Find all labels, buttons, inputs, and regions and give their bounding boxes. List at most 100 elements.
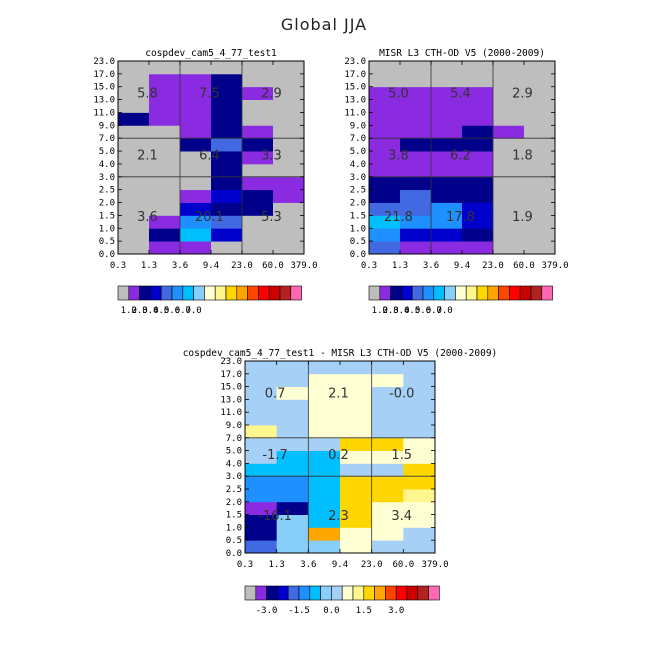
heatmap-cell [211,151,243,165]
heatmap-cell [369,241,401,255]
heatmap-cell [273,241,305,255]
heatmap-cell [118,138,150,152]
heatmap-cell [493,61,525,75]
x-tick-label: 0.3 [110,261,126,271]
region-value-label: 21.8 [384,210,413,225]
heatmap-cell [400,202,432,216]
colorbar-box [465,285,478,301]
heatmap-cell [242,189,274,203]
heatmap-cell [308,399,341,413]
heatmap-cell [242,241,274,255]
heatmap-cell [493,189,525,203]
heatmap-cell [273,202,305,216]
heatmap-cell [273,61,305,75]
x-tick-label: 9.4 [454,261,470,271]
heatmap-cell [524,99,556,113]
heatmap-cell [245,361,278,375]
heatmap-cell [431,86,463,100]
region-value-label: 2.1 [328,386,349,401]
heatmap-cell [340,450,373,464]
heatmap-cell [371,527,404,541]
y-tick-label: 1.0 [226,523,242,533]
heatmap-cell [149,228,181,242]
heatmap-cell [180,215,212,229]
heatmap-cell [493,176,525,191]
colorbar-box [171,285,184,301]
heatmap-cell [242,202,274,216]
heatmap-cell [245,450,278,464]
heatmap-cell [524,151,556,165]
heatmap-cell [403,373,436,387]
heatmap-cell [493,163,525,178]
heatmap-cell [524,138,556,152]
region-value-label: 1.5 [391,448,412,463]
heatmap-cell [242,73,274,88]
heatmap-cell [149,86,181,100]
heatmap-cell [245,501,278,515]
heatmap-cell [273,228,305,242]
heatmap-cell [462,215,494,229]
x-tick-label: 60.0 [262,261,284,271]
heatmap-cell [431,215,463,229]
heatmap-cell [118,125,150,139]
y-tick-label: 3.0 [226,472,242,482]
colorbar-box [417,585,429,601]
y-tick-label: 17.0 [220,370,242,380]
heatmap-cell [211,176,243,191]
region-value-label: 20.1 [195,210,224,225]
heatmap-cell [369,176,401,191]
colorbar-box [182,285,194,301]
y-tick-label: 17.0 [344,70,366,80]
y-tick-label: 11.0 [344,108,366,118]
heatmap-cell [308,527,341,541]
panel-title: cospdev_cam5_4_77_test1 [145,48,277,59]
heatmap-cell [180,151,212,165]
region-value-label: -1.7 [262,448,287,463]
colorbar-box [160,285,173,301]
region-value-label: 1.9 [512,210,533,225]
heatmap-cell [462,86,494,100]
heatmap-cell [371,476,404,490]
heatmap-cell [524,61,556,75]
heatmap-cell [308,476,341,490]
heatmap-cell [211,138,243,152]
heatmap-cell [273,125,305,139]
colorbar-label: 7.0 [436,306,452,316]
heatmap-cell [431,176,463,191]
heatmap-cell [211,73,243,88]
heatmap-cell [403,450,436,464]
heatmap-cell [371,399,404,413]
region-value-label: 3.4 [391,509,412,524]
heatmap-cell [308,373,341,387]
heatmap-cell [242,61,274,75]
heatmap-cell [400,99,432,113]
y-tick-label: 1.5 [226,511,242,521]
colorbar-box [331,585,343,601]
heatmap-cell [276,399,309,413]
heatmap-cell [400,61,432,75]
heatmap-cell [400,138,432,152]
heatmap-cell [276,476,309,490]
y-tick-label: 4.0 [226,459,242,469]
colorbar-label: 5.0 [415,306,431,316]
heatmap-cell [211,61,243,75]
colorbar-box [150,285,162,301]
region-value-label: 1.8 [512,148,533,163]
heatmap-cell [340,463,373,477]
heatmap-cell [340,386,373,400]
y-tick-label: 1.0 [350,224,366,234]
colorbar-box [455,285,467,301]
y-tick-label: 0.0 [226,549,242,559]
colorbar-box [433,285,445,301]
heatmap-cell [340,489,373,503]
heatmap-cell [340,399,373,413]
heatmap-cell [149,202,181,216]
heatmap-cell [118,215,150,229]
heatmap-cell [524,112,556,126]
heatmap-cell [371,514,404,528]
region-value-label: 2.3 [328,509,349,524]
heatmap-cell [180,125,212,139]
heatmap-cell [276,540,309,554]
x-tick-label: 0.3 [237,560,253,570]
y-tick-label: 0.0 [350,250,366,260]
